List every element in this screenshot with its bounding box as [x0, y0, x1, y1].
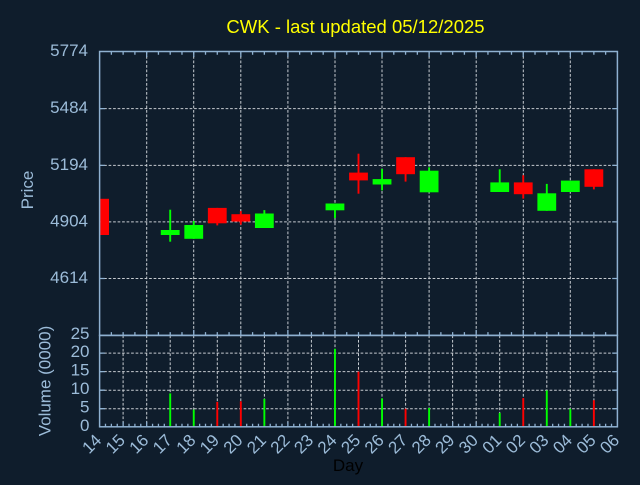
svg-text:25: 25 — [71, 324, 90, 343]
svg-text:4614: 4614 — [50, 268, 88, 287]
svg-text:5774: 5774 — [50, 41, 88, 60]
svg-text:Day: Day — [333, 456, 364, 475]
svg-text:CWK - last updated 05/12/2025: CWK - last updated 05/12/2025 — [226, 16, 484, 37]
svg-text:20: 20 — [71, 342, 90, 361]
svg-text:0: 0 — [80, 416, 89, 435]
svg-text:10: 10 — [71, 379, 90, 398]
svg-text:Volume (0000): Volume (0000) — [36, 326, 55, 437]
svg-text:15: 15 — [71, 361, 90, 380]
svg-text:4904: 4904 — [50, 211, 88, 230]
svg-text:06: 06 — [596, 431, 623, 458]
svg-text:5484: 5484 — [50, 98, 88, 117]
svg-text:5: 5 — [80, 398, 89, 417]
svg-text:Price: Price — [18, 171, 37, 210]
svg-text:5194: 5194 — [50, 155, 88, 174]
